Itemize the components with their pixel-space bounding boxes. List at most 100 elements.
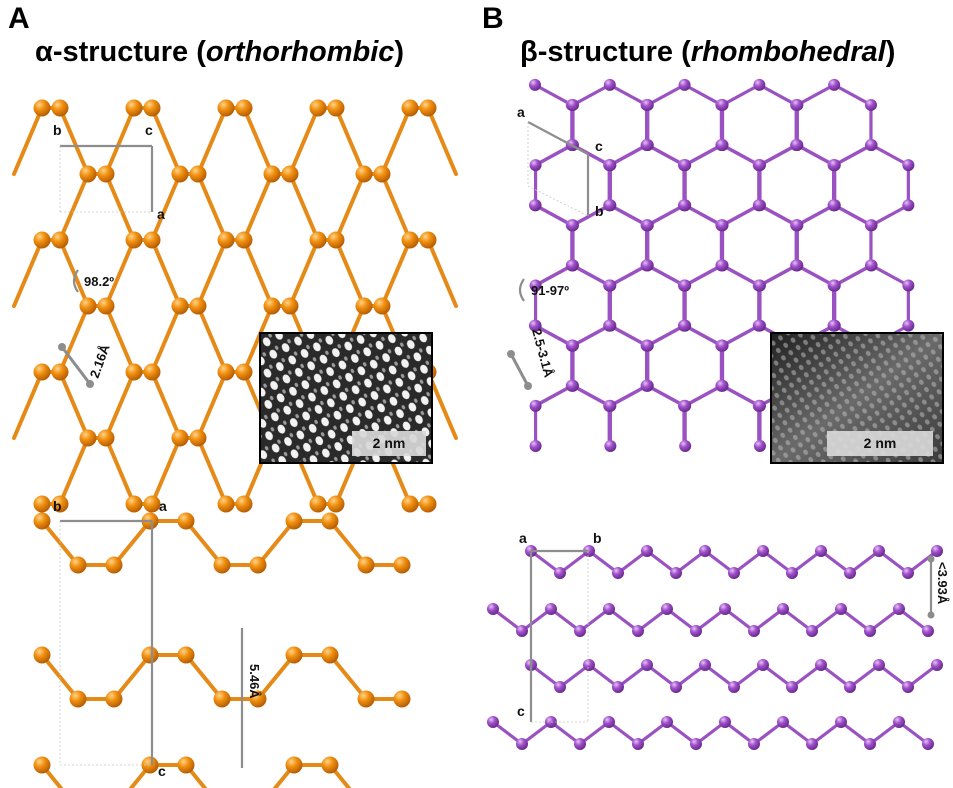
atom <box>141 646 159 664</box>
atom <box>699 545 711 557</box>
alpha-angle-arc <box>72 269 79 293</box>
panel-a-title-italic: orthorhombic <box>205 36 395 68</box>
bond <box>104 304 136 374</box>
atom <box>373 165 391 183</box>
atom <box>815 659 827 671</box>
panel-b-title-suffix: ) <box>885 36 896 68</box>
bond <box>682 83 723 107</box>
bond <box>683 384 724 408</box>
bond <box>607 720 640 746</box>
bond <box>720 203 761 227</box>
atom <box>529 319 541 332</box>
bond <box>665 607 698 633</box>
atom <box>566 339 579 352</box>
bond <box>906 663 939 689</box>
bond <box>732 663 765 689</box>
alpha-side-view <box>33 512 411 788</box>
bond <box>426 106 458 176</box>
atom <box>125 363 143 381</box>
atom <box>487 603 499 615</box>
atom <box>401 495 419 513</box>
bond <box>533 324 574 348</box>
bond <box>196 106 228 176</box>
atom <box>748 738 760 750</box>
bond <box>646 203 687 227</box>
atom <box>355 165 373 183</box>
bond <box>819 663 852 689</box>
atom <box>828 78 841 91</box>
bond <box>578 720 611 746</box>
bond <box>491 720 524 746</box>
atom <box>931 659 943 671</box>
atom <box>79 297 97 315</box>
beta-side-bonds <box>491 549 939 746</box>
bond <box>529 663 562 689</box>
beta-angle-arc <box>518 278 525 302</box>
bond <box>380 238 412 308</box>
bond <box>833 143 874 167</box>
atom <box>641 545 653 557</box>
atom <box>873 545 885 557</box>
atom <box>678 78 691 91</box>
bond <box>608 203 649 227</box>
atom <box>357 556 375 574</box>
atom <box>393 690 411 708</box>
bond <box>184 763 208 788</box>
atom <box>177 646 195 664</box>
bond <box>150 304 182 374</box>
atom <box>125 99 143 117</box>
bond <box>608 384 649 408</box>
atom <box>828 199 841 212</box>
bond <box>426 238 458 308</box>
bond <box>184 653 224 701</box>
bond <box>288 106 320 176</box>
bond <box>683 143 724 167</box>
bond <box>150 370 182 440</box>
bond <box>703 663 736 689</box>
bond <box>645 663 678 689</box>
bond <box>533 384 574 408</box>
alpha-side-cell <box>59 519 244 768</box>
alpha-bond-end <box>58 343 66 351</box>
bond <box>150 238 182 308</box>
atom <box>263 165 281 183</box>
atom <box>33 512 51 530</box>
atom <box>719 603 731 615</box>
atom <box>285 756 303 774</box>
bond <box>810 607 843 633</box>
bond <box>761 549 794 575</box>
bond <box>196 436 228 506</box>
bond <box>682 324 723 348</box>
atom <box>641 98 654 111</box>
atom <box>902 159 915 172</box>
atom <box>281 165 299 183</box>
alpha-bond-end <box>86 380 94 388</box>
bond <box>334 238 366 308</box>
atom <box>529 439 542 452</box>
bond <box>645 143 686 167</box>
bond <box>839 720 872 746</box>
atom <box>893 603 905 615</box>
bond <box>12 370 44 440</box>
atom <box>217 231 235 249</box>
bond <box>12 106 44 176</box>
bond <box>520 607 553 633</box>
bond <box>58 238 90 308</box>
atom <box>401 231 419 249</box>
alpha-stem-inset: 2 nm <box>259 332 433 464</box>
atom <box>753 199 766 212</box>
bond <box>272 763 296 788</box>
atom <box>806 625 818 637</box>
bond <box>587 663 620 689</box>
atom <box>321 646 339 664</box>
atom <box>309 99 327 117</box>
beta-top-view <box>529 78 915 452</box>
bond <box>328 519 368 567</box>
bond <box>832 203 873 227</box>
panel-b-title-prefix: β-structure ( <box>520 36 691 68</box>
bond <box>720 324 761 348</box>
bond <box>58 304 90 374</box>
atom <box>419 495 437 513</box>
atom <box>393 556 411 574</box>
